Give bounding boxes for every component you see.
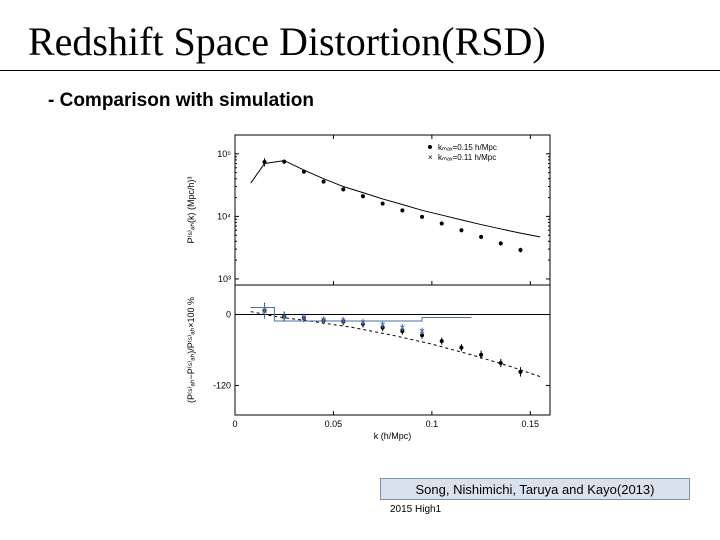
citation-box: Song, Nishimichi, Taruya and Kayo(2013) bbox=[380, 478, 690, 500]
title-underline bbox=[0, 70, 720, 71]
svg-text:0.05: 0.05 bbox=[325, 419, 343, 429]
citation-text: Song, Nishimichi, Taruya and Kayo(2013) bbox=[416, 482, 655, 497]
svg-text:×: × bbox=[428, 153, 433, 162]
svg-text:0: 0 bbox=[232, 419, 237, 429]
page-title: Redshift Space Distortion(RSD) bbox=[28, 18, 546, 65]
svg-text:0.15: 0.15 bbox=[522, 419, 540, 429]
chart-svg: 0 0.05 0.1 0.15 k (h/Mpc) 10³ 10⁴ 10⁵ P⁽ˢ⁾ₐₕ(k) … bbox=[180, 130, 560, 460]
svg-text:10³: 10³ bbox=[218, 274, 231, 284]
svg-text:-120: -120 bbox=[213, 380, 231, 390]
svg-text:kₘₐₓ=0.11 h/Mpc: kₘₐₓ=0.11 h/Mpc bbox=[438, 153, 496, 162]
svg-text:k (h/Mpc): k (h/Mpc) bbox=[374, 431, 412, 441]
subtitle: - Comparison with simulation bbox=[48, 90, 314, 112]
svg-text:10⁵: 10⁵ bbox=[217, 149, 231, 159]
chart: 0 0.05 0.1 0.15 k (h/Mpc) 10³ 10⁴ 10⁵ P⁽ˢ⁾ₐₕ(k) … bbox=[180, 130, 560, 460]
svg-text:10⁴: 10⁴ bbox=[217, 211, 231, 221]
footer-text: 2015 High1 bbox=[390, 504, 441, 515]
svg-text:0.1: 0.1 bbox=[426, 419, 439, 429]
svg-text:P⁽ˢ⁾ₐₕ(k) (Mpc/h)³: P⁽ˢ⁾ₐₕ(k) (Mpc/h)³ bbox=[186, 177, 196, 244]
svg-text:kₘₐₓ=0.15 h/Mpc: kₘₐₓ=0.15 h/Mpc bbox=[438, 143, 497, 152]
svg-text:(P⁽ˢ⁾ₐₕ−P⁽ˢ⁾ₐₕ)/P⁽ˢ⁾ₐₕ×100 %: (P⁽ˢ⁾ₐₕ−P⁽ˢ⁾ₐₕ)/P⁽ˢ⁾ₐₕ×100 % bbox=[186, 297, 196, 403]
svg-text:0: 0 bbox=[226, 310, 231, 320]
